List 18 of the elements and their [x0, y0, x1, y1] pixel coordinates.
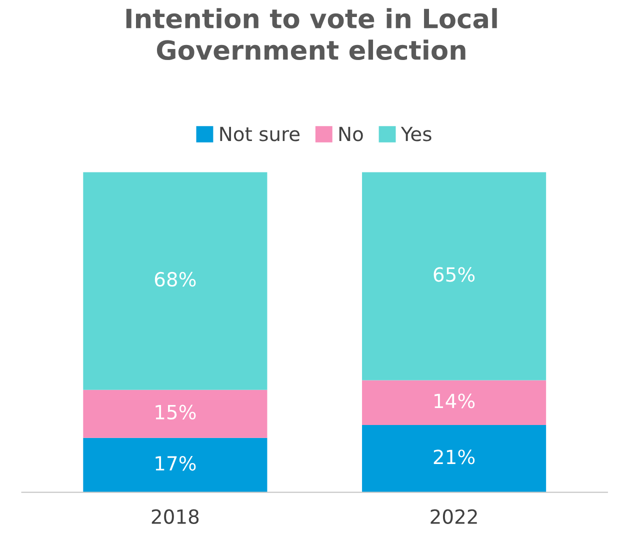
data-label: 15%	[156, 404, 196, 420]
legend-label: Yes	[400, 126, 432, 142]
bar	[83, 438, 268, 492]
legend-label: Not sure	[220, 126, 300, 142]
bar	[362, 380, 546, 426]
chart-title: Intention to vote in Local Government election	[126, 8, 497, 60]
x-tick-label: 2018	[152, 509, 199, 524]
bar	[83, 390, 268, 438]
data-label: 68%	[154, 272, 196, 287]
data-label: 21%	[434, 450, 475, 464]
legend-label: No	[339, 126, 363, 142]
x-tick-label: 2022	[430, 509, 477, 524]
bar	[362, 425, 546, 492]
bar	[362, 172, 546, 380]
bar	[83, 172, 268, 390]
data-label: 14%	[434, 394, 475, 408]
data-label: 65%	[434, 267, 475, 282]
data-label: 17%	[156, 456, 196, 471]
